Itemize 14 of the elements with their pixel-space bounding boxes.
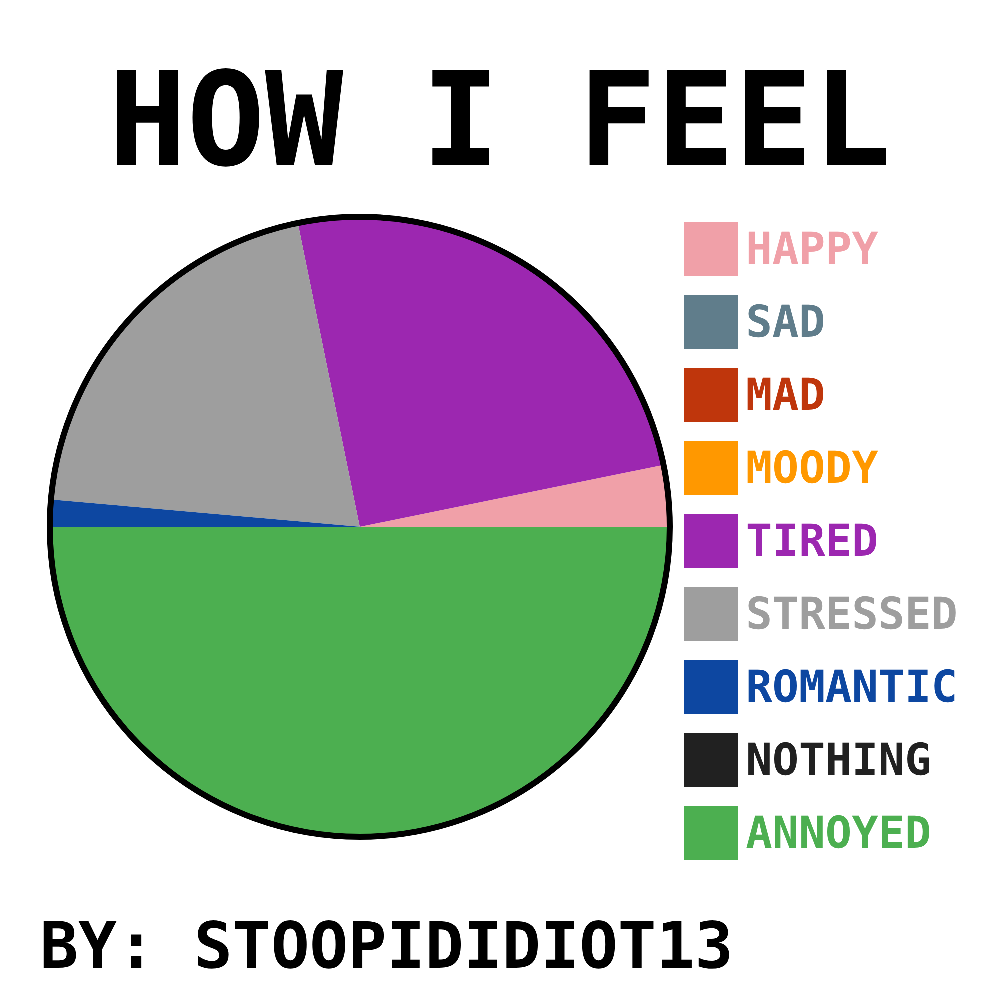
legend-label: HAPPY xyxy=(746,224,879,275)
pie-slice xyxy=(50,527,670,836)
legend-label: MOODY xyxy=(746,443,879,494)
legend-label: ANNOYED xyxy=(746,808,932,859)
legend-label: MAD xyxy=(746,370,826,421)
legend-label: ROMANTIC xyxy=(746,662,958,713)
pie-slice xyxy=(50,500,360,527)
legend-label: TIRED xyxy=(746,516,878,567)
legend-label: SAD xyxy=(746,297,826,348)
legend-label: STRESSED xyxy=(746,589,958,640)
text: BY: STOOPIDIDIOT13 xyxy=(40,910,734,984)
chart-title: HOW I FEEL xyxy=(108,44,892,196)
legend-label: NOTHING xyxy=(746,735,932,786)
pie-slice xyxy=(360,465,670,527)
